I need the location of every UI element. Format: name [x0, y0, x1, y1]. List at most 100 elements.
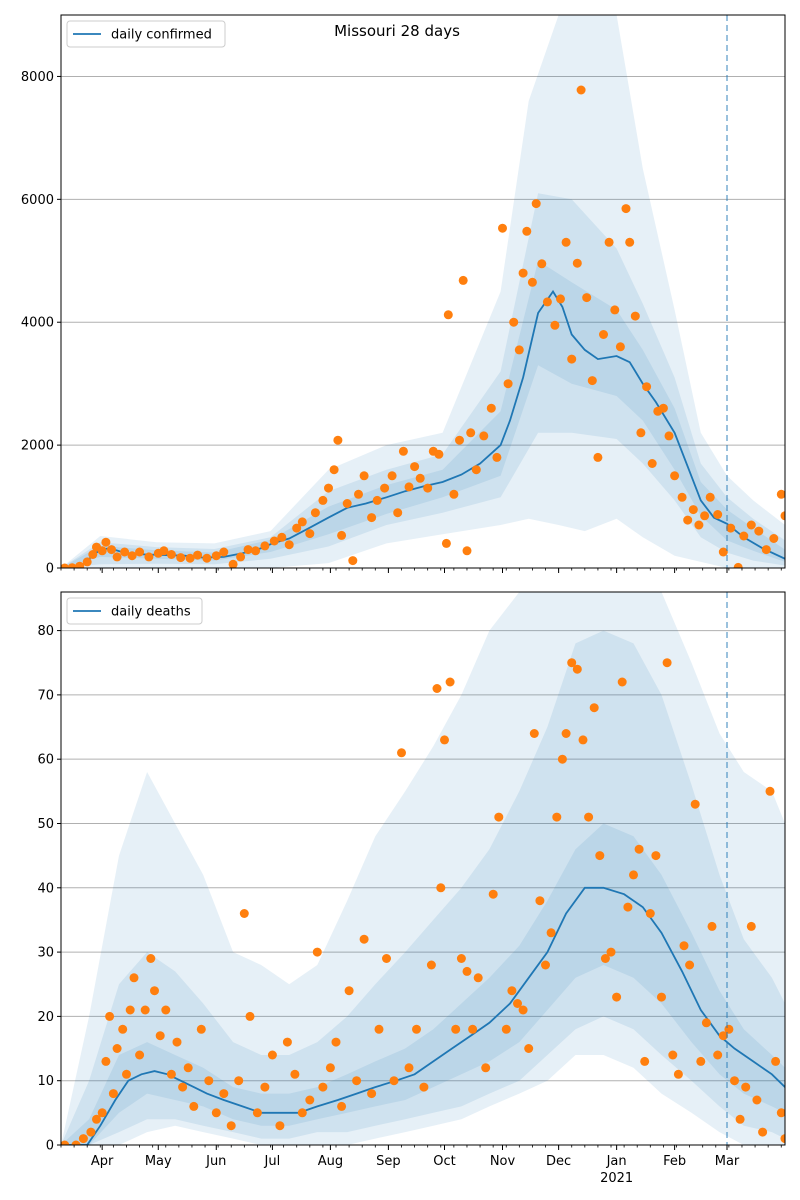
- legend-label: daily confirmed: [111, 28, 212, 43]
- x-tick-label: Jun: [205, 1154, 226, 1169]
- data-point: [509, 317, 519, 327]
- uncertainty-band-inner: [61, 823, 785, 1145]
- data-point: [275, 1121, 285, 1131]
- data-point: [101, 537, 111, 547]
- data-point: [713, 510, 723, 519]
- data-point: [161, 1005, 171, 1015]
- data-point: [518, 1005, 528, 1015]
- data-point: [348, 556, 358, 566]
- data-point: [226, 1121, 236, 1131]
- plot-area: [61, 15, 785, 568]
- data-point: [183, 1063, 193, 1073]
- data-point: [713, 1050, 723, 1060]
- data-point: [647, 459, 657, 468]
- data-point: [426, 960, 436, 970]
- data-point: [670, 471, 680, 481]
- legend-box: [66, 597, 203, 625]
- data-point: [529, 729, 539, 738]
- data-point: [455, 435, 464, 445]
- data-point: [404, 482, 414, 492]
- data-point: [284, 540, 294, 550]
- data-point: [494, 812, 504, 822]
- data-point: [97, 1108, 107, 1118]
- data-point: [189, 1101, 199, 1111]
- data-point: [404, 1063, 414, 1073]
- data-point: [344, 986, 354, 996]
- data-point: [441, 538, 451, 548]
- data-point: [135, 547, 145, 557]
- data-point: [513, 999, 522, 1008]
- data-point: [387, 471, 397, 481]
- data-point: [629, 870, 638, 880]
- data-point: [211, 1108, 221, 1118]
- data-point: [776, 1108, 785, 1118]
- data-point: [561, 729, 571, 738]
- data-point: [297, 1108, 307, 1118]
- data-point: [612, 992, 622, 1002]
- x-tick-label: Nov: [490, 1154, 516, 1169]
- data-point: [617, 677, 627, 687]
- y-tick-label: 6000: [21, 193, 54, 208]
- data-point: [419, 1082, 429, 1092]
- data-point: [219, 547, 229, 557]
- data-point: [752, 1095, 762, 1105]
- data-point: [600, 954, 610, 963]
- data-point: [567, 658, 577, 668]
- data-point: [282, 1037, 292, 1047]
- data-point: [615, 342, 625, 352]
- data-point: [337, 1101, 347, 1111]
- data-point: [120, 547, 130, 557]
- x-tick-label: Apr: [91, 1154, 114, 1169]
- uncertainty-band-outer: [61, 15, 785, 568]
- data-point: [679, 941, 689, 951]
- data-point: [651, 851, 661, 861]
- data-point: [196, 1024, 206, 1034]
- data-point: [397, 748, 406, 758]
- data-point: [150, 986, 159, 996]
- data-point: [389, 1076, 399, 1086]
- data-point: [582, 293, 592, 303]
- data-point: [634, 844, 644, 854]
- x-year-label: 2021: [600, 1171, 633, 1186]
- data-point: [423, 483, 433, 493]
- data-point: [260, 541, 270, 551]
- data-point: [159, 546, 169, 556]
- data-point: [445, 677, 455, 687]
- plot-area: [61, 592, 785, 1145]
- data-point: [269, 536, 279, 546]
- data-point: [765, 786, 775, 796]
- data-point: [398, 446, 408, 456]
- data-point: [535, 896, 545, 906]
- data-point: [584, 812, 594, 822]
- data-point: [664, 431, 674, 441]
- y-tick-label: 60: [37, 753, 54, 768]
- data-point: [578, 735, 588, 745]
- y-tick-label: 0: [46, 1139, 54, 1154]
- x-tick-label: May: [145, 1154, 172, 1169]
- data-point: [531, 199, 541, 209]
- data-point: [593, 452, 603, 462]
- data-point: [542, 297, 552, 307]
- data-point: [556, 294, 565, 304]
- legend-label: daily deaths: [111, 605, 191, 620]
- data-point: [211, 551, 221, 561]
- data-point: [245, 1011, 255, 1021]
- data-point: [456, 954, 466, 963]
- data-point: [527, 277, 537, 287]
- data-point: [374, 1024, 384, 1034]
- data-point: [541, 960, 550, 970]
- y-tick-label: 30: [37, 946, 54, 961]
- data-point: [127, 551, 137, 561]
- data-point: [730, 1076, 739, 1086]
- data-point: [769, 534, 779, 543]
- data-point: [155, 1031, 165, 1041]
- data-point: [78, 1134, 88, 1144]
- data-point: [776, 489, 785, 499]
- data-point: [705, 492, 715, 502]
- x-tick-label: Aug: [318, 1154, 343, 1169]
- data-point: [251, 546, 261, 556]
- data-point: [112, 1044, 122, 1053]
- data-point: [518, 268, 528, 278]
- uncertainty-band-middle: [61, 193, 785, 568]
- data-point: [436, 883, 446, 893]
